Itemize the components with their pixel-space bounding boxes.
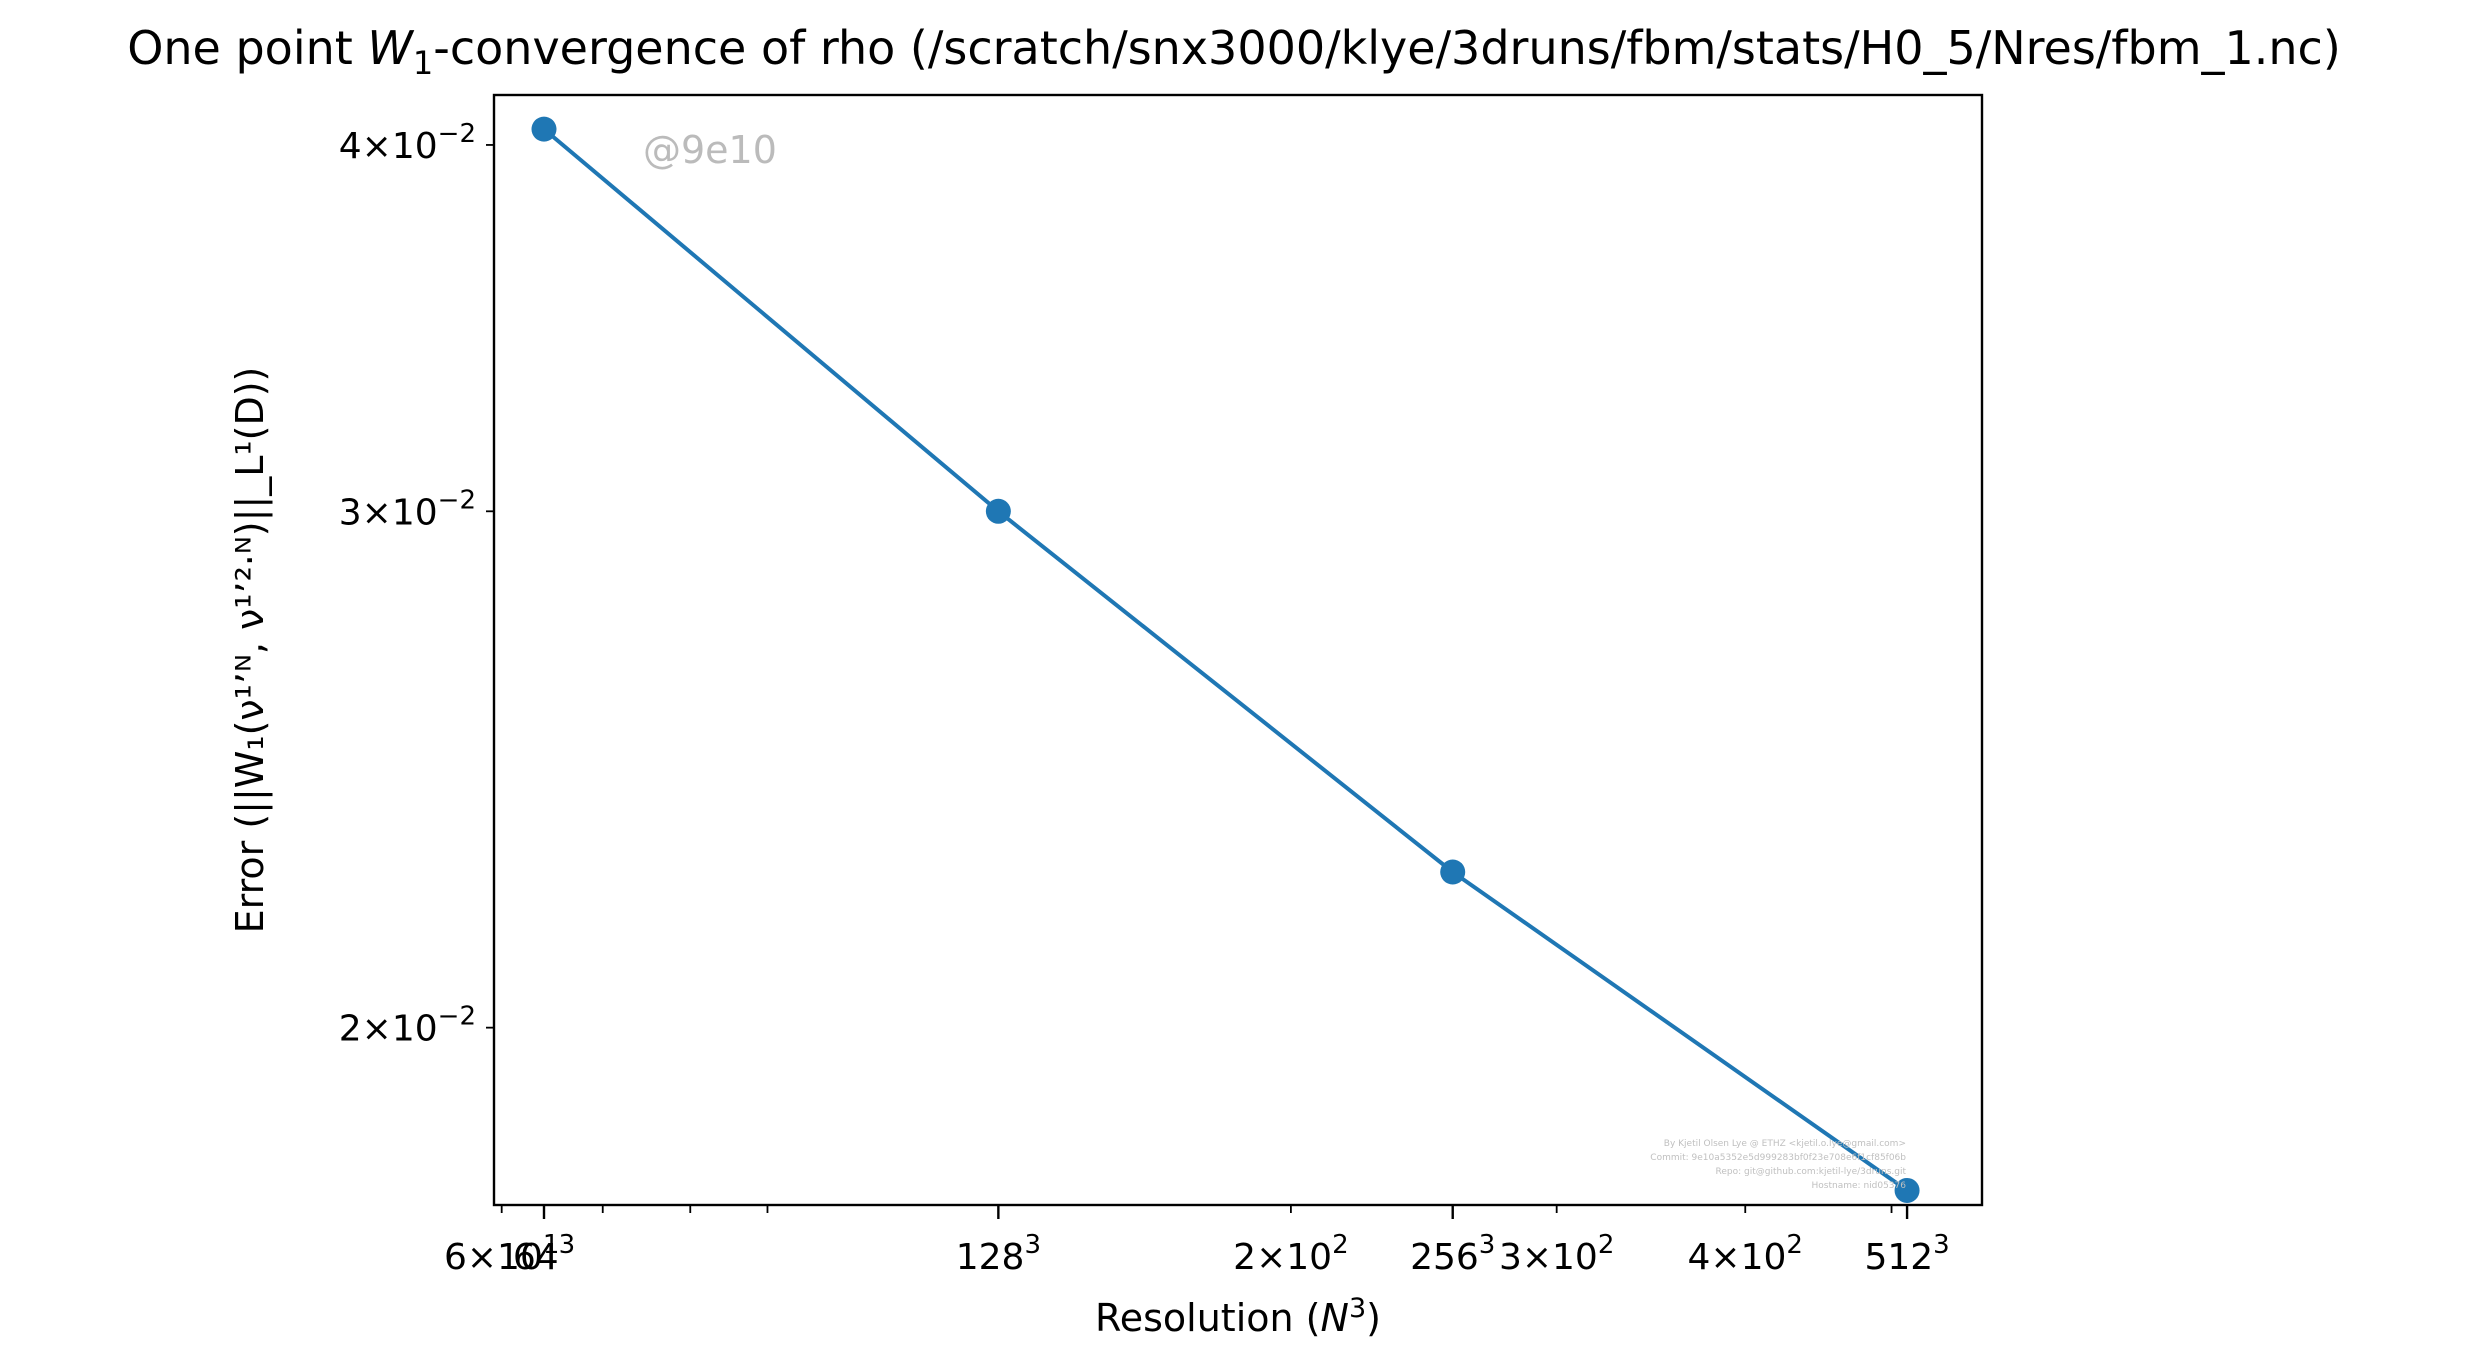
credit-line-1: Commit: 9e10a5352e5d999283bf0f23e708e6f1… <box>1650 1153 1906 1163</box>
x-major-tick-label-3: 5123 <box>1864 1230 1949 1278</box>
x-axis-ticks: 643 1283 2563 5123 6×101 2×102 3×102 4×102 <box>444 1205 1950 1278</box>
annotation-label: @9e10 <box>643 128 777 172</box>
series-layer <box>531 116 1920 1203</box>
credit-line-0: By Kjetil Olsen Lye @ ETHZ <kjetil.o.lye… <box>1664 1139 1906 1149</box>
y-axis-ticks: 4×10−2 3×10−2 2×10−2 <box>339 119 494 1050</box>
data-point-2 <box>1440 859 1466 885</box>
y-tick-label-2: 2×10−2 <box>339 1002 476 1050</box>
y-axis-label: Error (||W₁(ν¹ʼᴺ, ν¹ʼ²·ᴺ)||_L¹(D)) <box>228 367 273 934</box>
credit-block: By Kjetil Olsen Lye @ ETHZ <kjetil.o.lye… <box>1650 1139 1906 1191</box>
series-line-0 <box>542 127 1909 1193</box>
x-minor-tick-label-3: 4×102 <box>1688 1230 1803 1278</box>
y-tick-label-0: 4×10−2 <box>339 119 476 167</box>
x-axis-label: Resolution (N3) <box>1095 1293 1381 1340</box>
x-minor-tick-label-2: 3×102 <box>1499 1230 1614 1278</box>
x-major-tick-label-1: 1283 <box>956 1230 1041 1278</box>
y-tick-label-1: 3×10−2 <box>339 485 476 533</box>
credit-line-3: Hostname: nid05376 <box>1812 1181 1907 1191</box>
credit-line-2: Repo: git@github.com:kjetil-lye/3druns.g… <box>1716 1167 1907 1177</box>
x-minor-tick-label-1: 2×102 <box>1233 1230 1348 1278</box>
axes-frame <box>492 93 1984 1207</box>
data-point-0 <box>531 116 557 142</box>
axes-background <box>494 95 1982 1205</box>
data-point-3 <box>1894 1177 1920 1203</box>
plot-area <box>494 95 1982 1205</box>
x-minor-tick-label-0: 6×101 <box>444 1230 559 1278</box>
data-point-1 <box>985 498 1011 524</box>
chart-title: One point W1-convergence of rho (/scratc… <box>127 21 2341 82</box>
x-major-tick-label-2: 2563 <box>1410 1230 1495 1278</box>
x-major-tick-label-0: 643 <box>513 1230 575 1278</box>
